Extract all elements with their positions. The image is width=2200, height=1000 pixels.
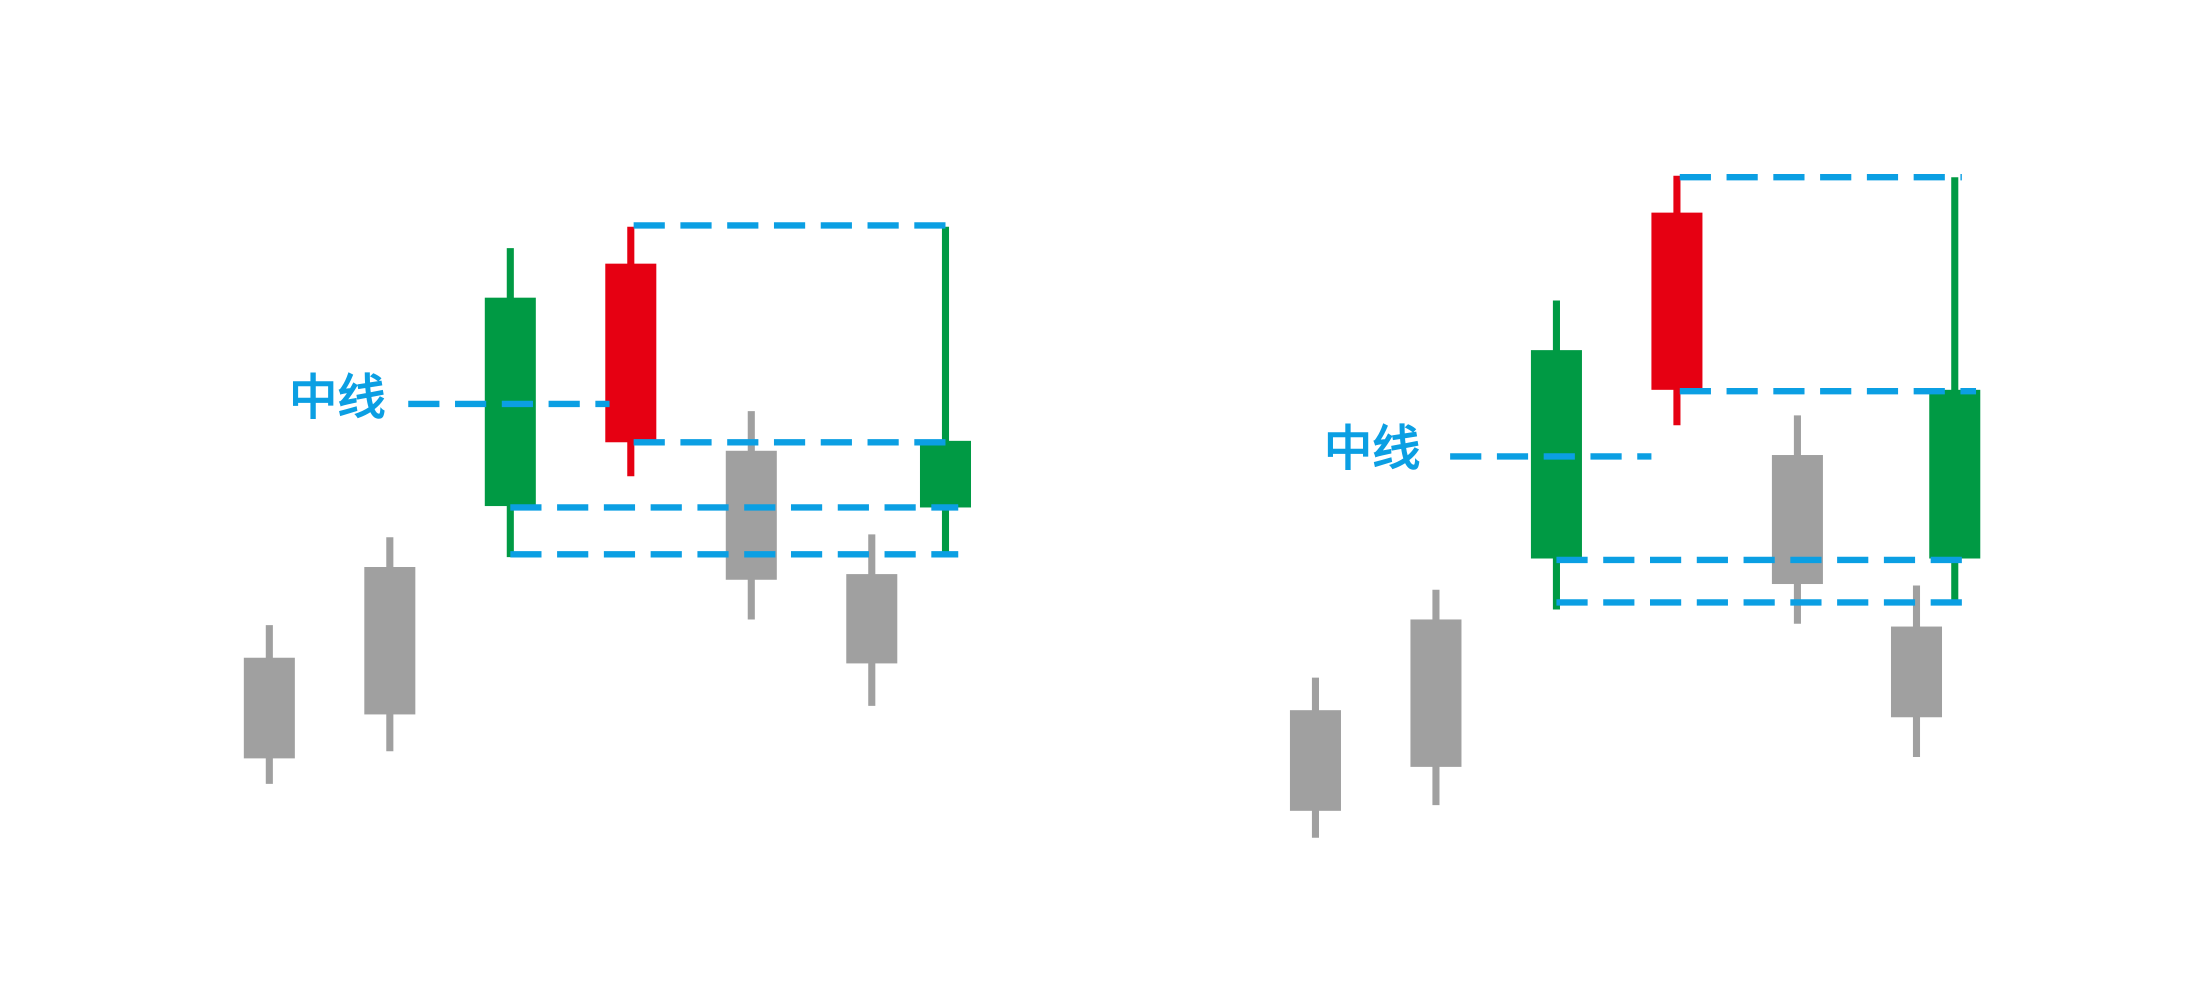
left-pattern-candle-7-signal xyxy=(919,440,972,508)
left-pattern-candle-5-context xyxy=(725,450,777,580)
left-pattern-candle-1-context xyxy=(243,657,295,759)
right-midline-label: 中线 xyxy=(1323,421,1421,478)
right-pattern-candle-5-context xyxy=(1771,455,1823,585)
left-midline-label: 中线 xyxy=(289,370,386,427)
right-pattern-candle-1-context xyxy=(1289,710,1341,811)
right-pattern-candle-6-context xyxy=(1890,626,1943,718)
right-pattern-candle-4-gap xyxy=(1651,212,1703,390)
left-pattern-candle-6-context xyxy=(846,574,898,664)
left-pattern-candle-2-context xyxy=(364,567,416,715)
right-pattern-candle-2-context xyxy=(1410,619,1462,767)
left-pattern-candle-4-gap xyxy=(605,263,657,443)
right-pattern-candle-7-signal xyxy=(1929,389,1981,559)
